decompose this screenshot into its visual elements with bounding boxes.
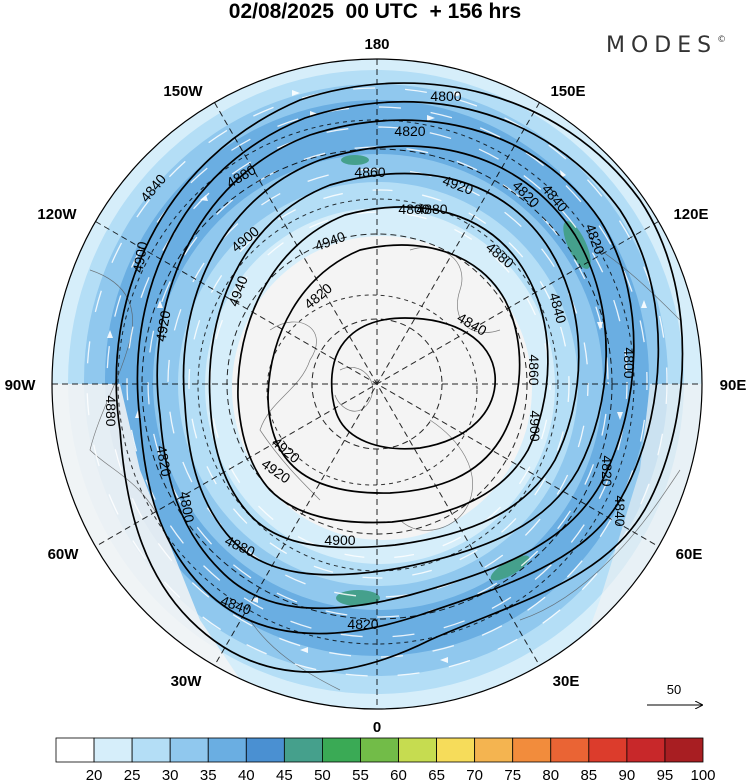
colorbar-label: 75 xyxy=(504,767,521,782)
lon-label-180: 180 xyxy=(364,36,389,53)
contour-label: 4860 xyxy=(526,354,542,385)
contour-label: 4820 xyxy=(394,123,425,139)
contour-4880 xyxy=(208,172,580,549)
colorbar-swatch xyxy=(398,737,437,763)
contour-4940 xyxy=(330,317,496,450)
colorbar-swatch xyxy=(512,737,552,763)
colorbar-label: 60 xyxy=(390,767,407,782)
contour-4920 xyxy=(267,244,521,494)
colorbar-swatch xyxy=(245,737,285,763)
colorbar-label: 100 xyxy=(690,767,715,782)
colorbar-swatch xyxy=(169,737,209,763)
contour-label: 4820 xyxy=(599,455,615,486)
colorbar-swatch xyxy=(55,737,95,763)
graticule xyxy=(52,59,702,709)
contour-label: 4800 xyxy=(176,490,197,524)
colorbar-label: 50 xyxy=(314,767,331,782)
colorbar-label: 85 xyxy=(580,767,597,782)
contour-label: 4920 xyxy=(152,309,173,343)
jet-core-45 xyxy=(563,221,591,269)
colorbar-label: 45 xyxy=(276,767,293,782)
brand-logo: MODES© xyxy=(606,33,726,58)
map-boundary xyxy=(51,58,703,710)
lon-label-90e: 90E xyxy=(720,377,747,394)
contour-4860 xyxy=(182,145,607,576)
lon-label-30w: 30W xyxy=(171,673,203,690)
colorbar-label: 70 xyxy=(466,767,483,782)
contour-label: 4900 xyxy=(527,410,543,441)
map-title: 02/08/2025 00 UTC + 156 hrs xyxy=(228,0,522,23)
copyright-mark: © xyxy=(717,35,727,45)
colorbar-swatch xyxy=(93,737,133,763)
lon-label-150e: 150E xyxy=(550,83,585,100)
map-disk xyxy=(52,59,702,709)
colorbar-swatch xyxy=(360,737,399,763)
colorbar-label: 90 xyxy=(619,767,636,782)
reference-vector: 50 xyxy=(647,682,702,705)
contour-4800 xyxy=(115,82,684,673)
contour-label: 4900 xyxy=(324,532,355,548)
lon-label-60e: 60E xyxy=(676,546,703,563)
contour-label: 4800 xyxy=(398,201,429,217)
contour-label: 4880 xyxy=(103,395,119,426)
lon-label-120w: 120W xyxy=(37,206,77,223)
colorbar-swatch xyxy=(436,737,476,763)
contour-label: 4840 xyxy=(546,291,570,325)
colorbar-swatch xyxy=(474,737,514,763)
contour-label: 4840 xyxy=(612,495,628,526)
contour-4820 xyxy=(136,100,660,635)
contour-label: 4800 xyxy=(430,88,461,104)
colorbar-swatch xyxy=(588,737,628,763)
colorbar-swatch xyxy=(322,737,361,763)
lon-label-90w: 90W xyxy=(5,377,37,394)
colorbar-label: 80 xyxy=(542,767,559,782)
lon-label-120e: 120E xyxy=(673,206,708,223)
contour-label: 4800 xyxy=(621,347,637,378)
contour-4840 xyxy=(156,119,635,610)
lon-label-30e: 30E xyxy=(553,673,580,690)
lon-label-60w: 60W xyxy=(48,546,80,563)
colorbar-swatch xyxy=(664,737,704,763)
contour-label: 4880 xyxy=(416,201,447,217)
colorbar-label: 35 xyxy=(200,767,217,782)
brand-name: MODES xyxy=(606,33,718,58)
contour-label: 4860 xyxy=(354,164,385,180)
colorbar: 20 25 30 35 40 45 50 55 60 65 70 75 80 85 90 95 100 xyxy=(55,737,716,782)
lon-label-0: 0 xyxy=(373,719,381,736)
colorbar-swatch xyxy=(283,737,323,763)
colorbar-label: 55 xyxy=(352,767,369,782)
lon-label-150w: 150W xyxy=(163,83,203,100)
colorbar-label: 25 xyxy=(124,767,141,782)
contour-label: 4900 xyxy=(129,240,150,274)
colorbar-label: 20 xyxy=(86,767,103,782)
height-contours-dashed xyxy=(117,119,635,645)
height-contours xyxy=(115,82,684,673)
colorbar-label: 30 xyxy=(162,767,179,782)
colorbar-swatch xyxy=(207,737,247,763)
colorbar-swatch xyxy=(626,737,666,763)
colorbar-label: 65 xyxy=(428,767,445,782)
colorbar-swatch xyxy=(131,737,171,763)
colorbar-swatch xyxy=(550,737,590,763)
contour-label: 4820 xyxy=(347,616,378,632)
colorbar-label: 95 xyxy=(657,767,674,782)
colorbar-label: 40 xyxy=(238,767,255,782)
longitude-labels: 180 0 90W 90E 150W 150E 120W 120E 60W 60… xyxy=(5,36,747,736)
wind-shading-inner-20 xyxy=(232,236,532,540)
jet-core-45 xyxy=(341,155,369,165)
contour-label: 4820 xyxy=(153,444,174,478)
jet-core-45 xyxy=(490,555,530,581)
reference-vector-label: 50 xyxy=(667,682,681,697)
